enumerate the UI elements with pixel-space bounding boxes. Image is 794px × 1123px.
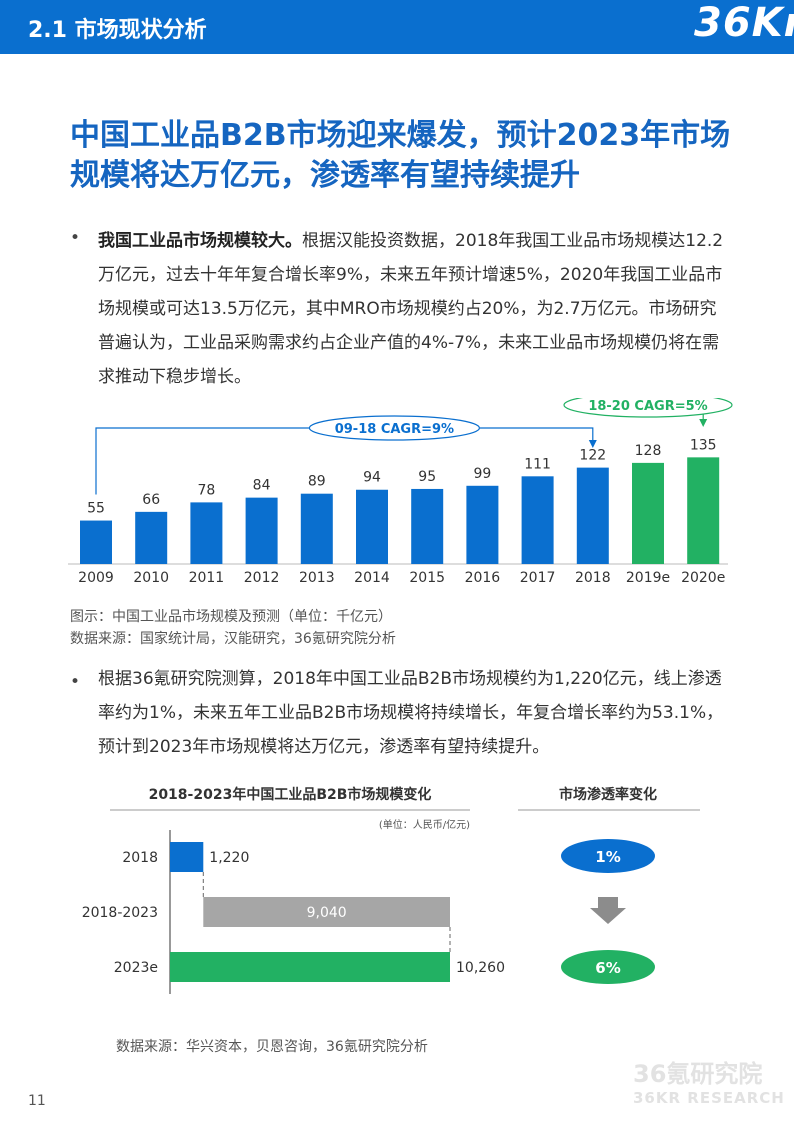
source-note: 数据来源：华兴资本，贝恩咨询，36氪研究院分析: [116, 1039, 428, 1055]
bar-2016: [466, 485, 499, 564]
bar-value-label: 95: [418, 469, 436, 485]
x-tick-label: 2013: [299, 570, 335, 586]
waterfall-bar-2018: [170, 842, 204, 872]
bar-value-label: 135: [690, 437, 717, 453]
watermark-logo: 36氪研究院 36KR RESEARCH: [633, 1060, 785, 1107]
penetration-2018-value: 1%: [595, 848, 620, 866]
waterfall-category-label: 2018: [122, 850, 158, 866]
bar-value-label: 111: [524, 456, 551, 472]
bullet-dot: •: [70, 672, 81, 692]
paragraph-1-lead: 我国工业品市场规模较大。: [98, 231, 302, 251]
x-tick-label: 2018: [575, 570, 611, 586]
penetration-2023-value: 6%: [595, 959, 620, 977]
brand-logo: 36Kr: [694, 0, 794, 46]
down-arrow-icon: [590, 897, 626, 924]
paragraph-2: 根据36氪研究院测算，2018年中国工业品B2B市场规模约为1,220亿元，线上…: [98, 669, 724, 757]
cagr-label: 09-18 CAGR=9%: [335, 422, 454, 437]
page-number: 11: [28, 1093, 46, 1109]
arrow-down-icon: [588, 440, 597, 448]
chart-caption-title: 图示：中国工业品市场规模及预测（单位：千亿元）: [70, 609, 392, 625]
bar-value-label: 89: [308, 474, 326, 490]
bar-2019e: [632, 462, 664, 564]
bar-value-label: 55: [87, 501, 105, 517]
arrow-down-icon: [699, 419, 708, 427]
x-tick-label: 2010: [133, 570, 169, 586]
page-header: 2.1 市场现状分析 36Kr: [0, 0, 794, 54]
x-tick-label: 2012: [244, 570, 280, 586]
cagr-label: 18-20 CAGR=5%: [588, 399, 707, 414]
bar-value-label: 78: [197, 482, 215, 498]
x-tick-label: 2017: [520, 570, 556, 586]
x-tick-label: 2019e: [626, 570, 670, 586]
bullet-dot: •: [70, 228, 81, 248]
x-tick-label: 2015: [409, 570, 445, 586]
bar-2014: [356, 489, 388, 564]
x-tick-label: 2014: [354, 570, 390, 586]
waterfall-unit: (单位：人民币/亿元): [379, 818, 470, 831]
bar-2010: [135, 511, 168, 564]
waterfall-value-label: 9,040: [307, 905, 347, 921]
waterfall-bar-2018-2023: [203, 897, 450, 927]
penetration-2018-oval: [561, 839, 655, 873]
x-tick-label: 2016: [465, 570, 501, 586]
page-headline: 中国工业品B2B市场迎来爆发，预计2023年市场规模将达万亿元，渗透率有望持续提…: [70, 118, 731, 193]
market-size-bar-chart: 55 2009 66 2010 78 2011 84 2012 89 2013 94 2014 95 20…: [68, 398, 733, 586]
paragraph-1-body: 根据汉能投资数据，2018年我国工业品市场规模达12.2万亿元，过去十年年复合增…: [98, 231, 724, 387]
b2b-waterfall-chart: 2018-2023年中国工业品B2B市场规模变化 (单位：人民币/亿元) 201…: [82, 786, 700, 994]
paragraph-1: 我国工业品市场规模较大。根据汉能投资数据，2018年我国工业品市场规模达12.2…: [98, 224, 728, 394]
bar-value-label: 128: [635, 443, 662, 459]
penetration-title: 市场渗透率变化: [559, 786, 657, 803]
waterfall-value-label: 10,260: [456, 960, 505, 976]
bar-value-label: 94: [363, 470, 381, 486]
penetration-2023-oval: [561, 950, 655, 984]
bar-2020e: [687, 457, 720, 564]
section-title: 2.1 市场现状分析: [28, 18, 207, 43]
bar-2012: [245, 497, 278, 564]
bar-2011: [190, 502, 223, 564]
waterfall-category-label: 2018-2023: [82, 905, 158, 921]
cagr-label-oval: [308, 415, 480, 441]
bar-2013: [300, 493, 333, 564]
bar-value-label: 66: [142, 492, 160, 508]
waterfall-bar-2023e: [170, 952, 450, 982]
bar-2017: [521, 476, 554, 564]
waterfall-value-label: 1,220: [209, 850, 249, 866]
bar-value-label: 99: [473, 466, 491, 482]
cagr-label-oval: [563, 398, 733, 418]
bar-value-label: 122: [579, 448, 606, 464]
x-tick-label: 2020e: [681, 570, 725, 586]
bar-2009: [80, 520, 112, 564]
x-tick-label: 2011: [189, 570, 225, 586]
bar-value-label: 84: [253, 478, 271, 494]
bar-2018: [576, 467, 609, 564]
bar-2015: [411, 488, 444, 564]
x-tick-label: 2009: [78, 570, 114, 586]
waterfall-category-label: 2023e: [114, 960, 158, 976]
waterfall-title: 2018-2023年中国工业品B2B市场规模变化: [149, 786, 432, 803]
chart-caption-source: 数据来源：国家统计局，汉能研究，36氪研究院分析: [70, 631, 396, 647]
